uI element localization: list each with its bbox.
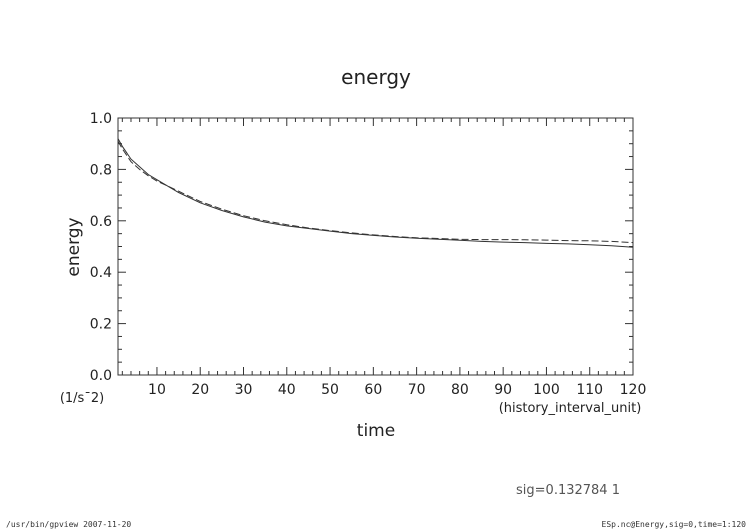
x-tick-label: 10 [148, 382, 166, 398]
y-tick-label: 0.6 [90, 214, 112, 230]
y-tick-label: 1.0 [90, 111, 112, 127]
x-tick-label: 110 [576, 382, 603, 398]
y-tick-labels: 0.0 0.2 0.4 0.6 0.8 1.0 [90, 111, 112, 384]
x-tick-label: 20 [191, 382, 209, 398]
x-axis-label: time [357, 421, 395, 441]
x-tick-label: 50 [321, 382, 339, 398]
chart-title: energy [341, 65, 411, 89]
y-tick-label: 0.2 [90, 317, 112, 333]
x-tick-label: 100 [533, 382, 560, 398]
series-line-1 [117, 138, 634, 248]
x-tick-label: 80 [451, 382, 469, 398]
x-tick-label: 70 [408, 382, 426, 398]
footer-left: /usr/bin/gpview 2007-11-20 [6, 520, 131, 529]
footer-right: ESp.nc@Energy,sig=0,time=1:120 [602, 520, 747, 529]
sig-annotation: sig=0.132784 1 [516, 483, 620, 498]
y-axis-unit: (1/s¯2) [60, 391, 104, 406]
x-tick-labels: 10 20 30 40 50 60 70 80 90 100 110 120 [148, 382, 646, 398]
y-tick-label: 0.8 [90, 162, 112, 178]
x-tick-label: 60 [364, 382, 382, 398]
y-tick-label: 0.4 [90, 265, 112, 281]
x-tick-label: 120 [620, 382, 647, 398]
series-lines [117, 138, 634, 248]
axis-ticks [118, 117, 634, 376]
x-axis-unit: (history_interval_unit) [499, 401, 642, 416]
x-tick-label: 30 [235, 382, 253, 398]
series-line-2 [117, 140, 634, 244]
x-tick-label: 90 [494, 382, 512, 398]
plot-frame [117, 117, 634, 376]
y-axis-label: energy [64, 217, 84, 276]
y-tick-label: 0.0 [90, 368, 112, 384]
x-tick-label: 40 [278, 382, 296, 398]
